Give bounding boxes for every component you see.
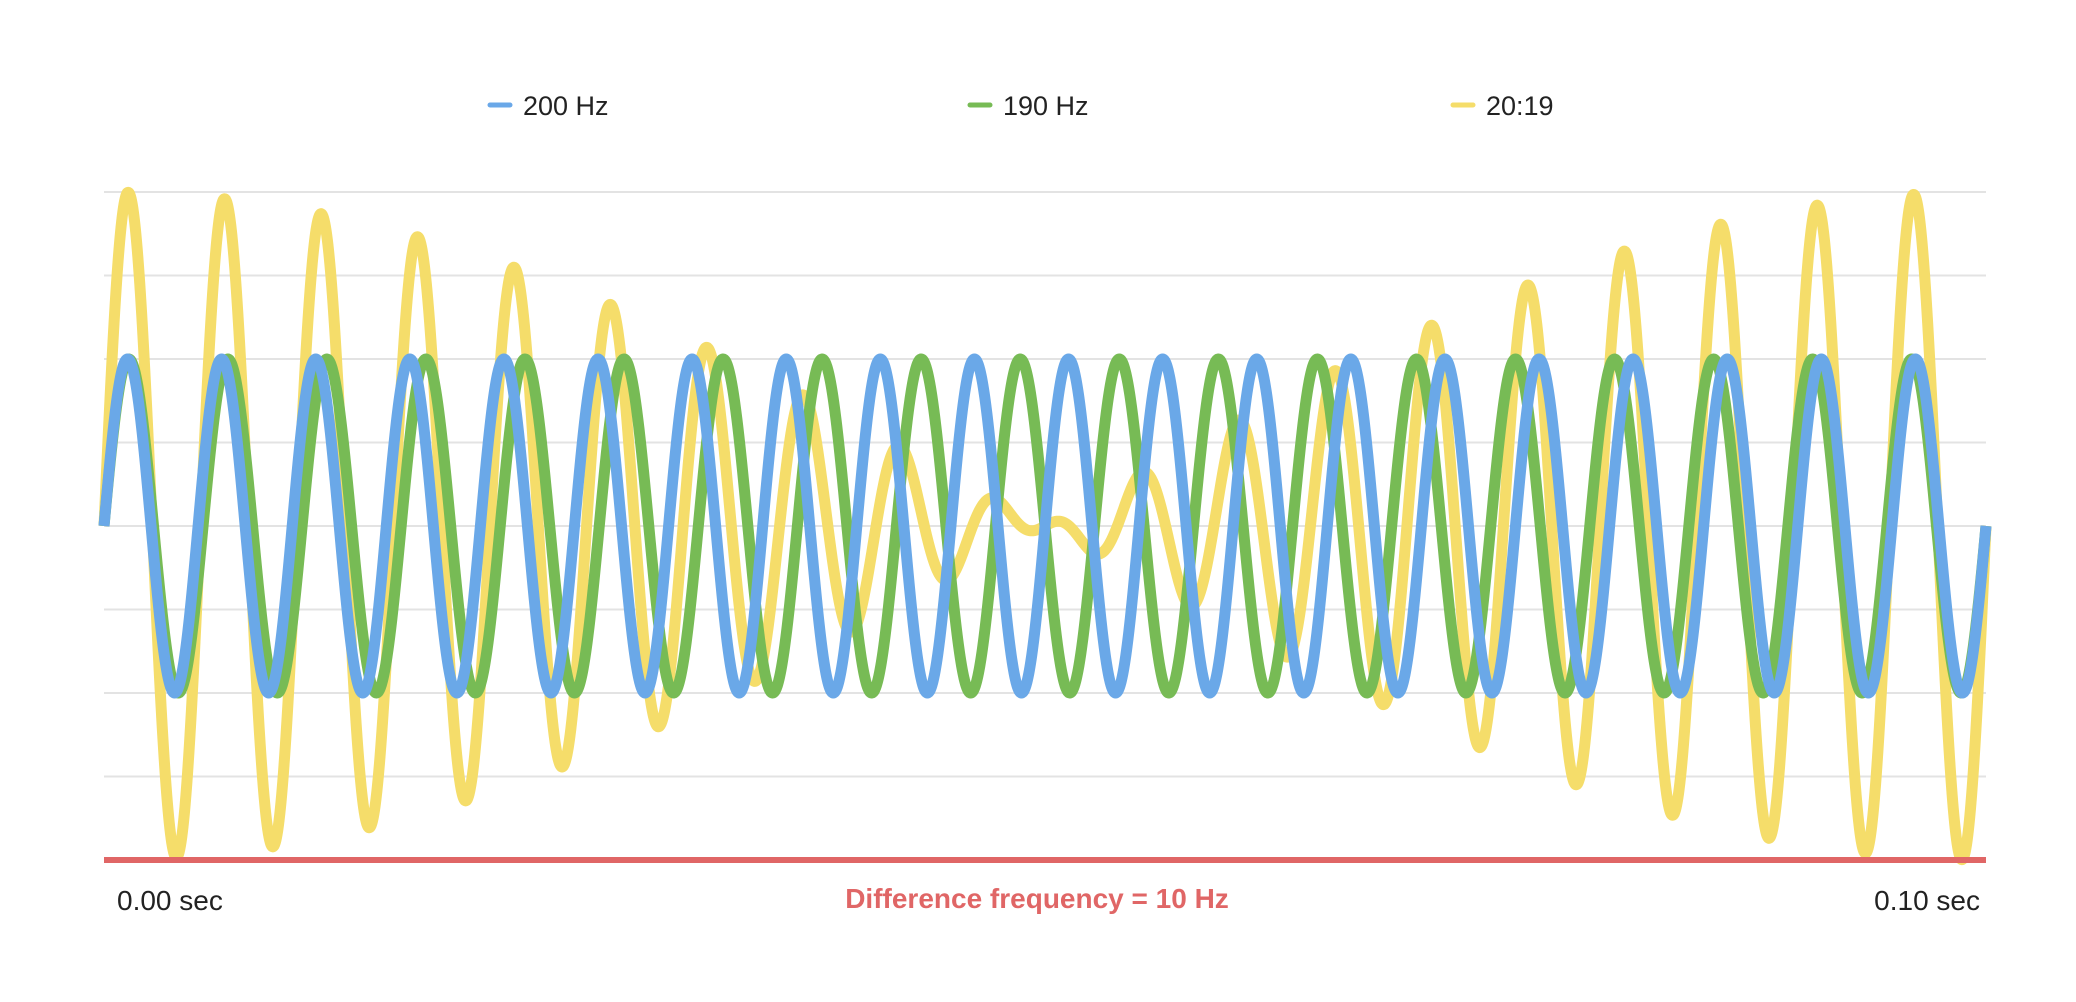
x-tick-label-end: 0.10 sec [1874,885,1980,916]
difference-frequency-annotation: Difference frequency = 10 Hz [845,883,1229,914]
legend: 200 Hz 190 Hz 20:19 [487,91,1554,121]
gridlines [104,191,1986,778]
x-tick-label-start: 0.00 sec [117,885,223,916]
legend-label: 190 Hz [1003,91,1089,121]
series-line-200-hz [98,353,1992,699]
legend-label: 200 Hz [523,91,609,121]
series-lines [98,186,1992,866]
legend-label: 20:19 [1486,91,1554,121]
